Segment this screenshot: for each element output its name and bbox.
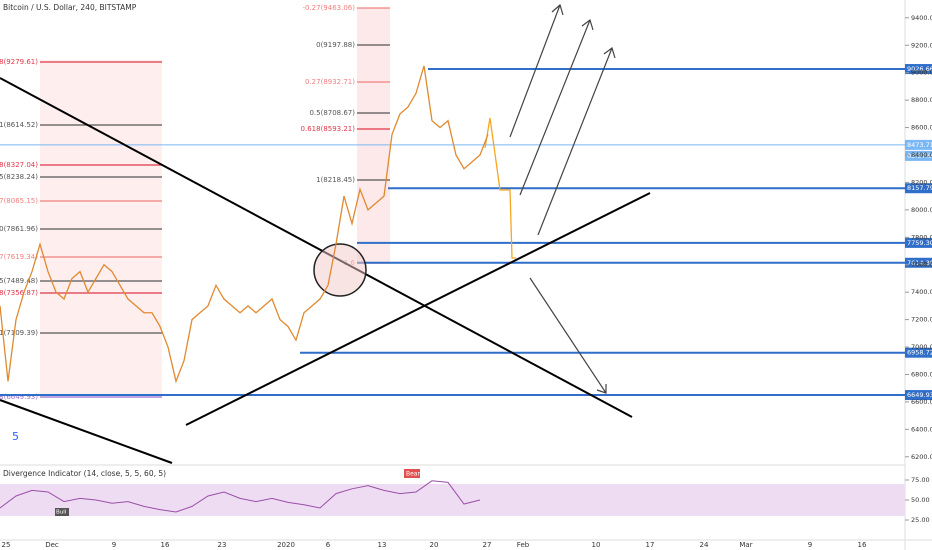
y-tick-label: 7600.00	[911, 261, 932, 269]
x-tick-label: 16	[161, 541, 170, 549]
x-tick-label: 6	[326, 541, 331, 549]
indicator-tick-label: 25.00	[911, 516, 930, 524]
y-tick-label: 8200.00	[911, 178, 932, 186]
arrow	[529, 277, 607, 394]
level-tag	[905, 139, 932, 150]
indicator-group: 75.00 50.00 25.00	[0, 476, 930, 524]
fib-label: 1(7109.39)	[0, 329, 38, 337]
y-tick-label: 9200.00	[911, 41, 932, 49]
fib-group: -1.618(9279.61) -1(8614.52) -0.618(8327.04…	[0, 4, 390, 401]
level-tag	[905, 64, 932, 75]
arrow	[537, 47, 616, 236]
bear-tag	[404, 469, 420, 478]
fib-label: 1.618(6649.93)	[0, 393, 38, 401]
y-tick-label: 7000.00	[911, 343, 932, 351]
x-tick-label: 13	[378, 541, 387, 549]
x-tick-label: 9	[808, 541, 812, 549]
x-tick-label: 9	[112, 541, 116, 549]
y-tick-label: 6200.00	[911, 453, 932, 461]
x-tick-label: Feb	[517, 541, 530, 549]
level-label: 6958.72	[907, 349, 932, 357]
level-label: 8157.79	[907, 184, 932, 192]
projection-path	[484, 117, 516, 259]
y-tick-label: 9400.00	[911, 14, 932, 22]
indicator-line	[0, 480, 481, 513]
bear-label: Bear	[406, 471, 420, 478]
x-tick-label: Mar	[739, 541, 752, 549]
y-tick-label: 8600.00	[911, 124, 932, 132]
indicator-title: Divergence Indicator (14, close, 5, 5, 6…	[3, 469, 166, 478]
highlight-circle	[313, 243, 367, 297]
level-tag	[905, 347, 932, 358]
fib-zone	[357, 8, 390, 264]
x-tick-label: Dec	[45, 541, 59, 549]
y-tick-label: 7800.00	[911, 233, 932, 241]
fib-label: 0.618(8593.21)	[301, 125, 356, 133]
wave-label: 5	[12, 430, 19, 443]
level-label: 9026.66	[907, 65, 932, 73]
fib-label: 0.27(8932.71)	[305, 78, 355, 86]
level-tag	[905, 257, 932, 268]
fib-zone	[40, 60, 162, 396]
level-tag	[905, 390, 932, 401]
bull-label: Bull	[56, 510, 67, 516]
price-group	[0, 65, 489, 384]
indicator-tick-label: 75.00	[911, 476, 930, 484]
x-tick-label: 25	[2, 541, 11, 549]
bull-tag	[55, 508, 69, 516]
level-label: 7759.30	[907, 239, 932, 247]
x-tick-label: 10	[592, 541, 601, 549]
x-tick-label: 24	[700, 541, 709, 549]
arrow	[509, 3, 564, 138]
trend-line	[0, 77, 633, 418]
y-tick-label: 8000.00	[911, 206, 932, 214]
y-tick-label: 6600.00	[911, 398, 932, 406]
fib-label: 0.5(7489.48)	[0, 277, 38, 285]
indicator-tick-label: 50.00	[911, 496, 930, 504]
y-tick-label: 8800.00	[911, 96, 932, 104]
chart-title: Bitcoin / U.S. Dollar, 240, BITSTAMP	[3, 3, 137, 12]
fib-label: 0.5(8708.67)	[309, 109, 355, 117]
fib-label: -1.618(9279.61)	[0, 58, 38, 66]
fib-label: -0.618(8327.04)	[0, 161, 38, 169]
fib-label: -0.37(8065.15)	[0, 197, 38, 205]
price-line	[0, 65, 489, 384]
y-tick-label: 6400.00	[911, 425, 932, 433]
level-tag	[905, 237, 932, 248]
level-label: 7614.36	[907, 259, 932, 267]
y-tick-label: 6800.00	[911, 370, 932, 378]
level-label: 8473.71	[907, 141, 932, 149]
x-tick-label: 2020	[277, 541, 295, 549]
countdown: 02:57:05	[907, 152, 932, 160]
x-tick-label: 20	[430, 541, 439, 549]
x-tick-label: 16	[858, 541, 867, 549]
trend-line	[0, 399, 173, 464]
fib-label: 0(9197.88)	[316, 41, 355, 49]
trend-line	[185, 192, 651, 426]
arrows	[509, 3, 616, 394]
fib-label: 0(7861.96)	[0, 225, 38, 233]
x-tick-label: 23	[218, 541, 227, 549]
level-group: 9026.66 8473.71 02:57:05 8157.79 7759.30 7614…	[0, 64, 932, 401]
fib-label: 0.618(7356.87)	[0, 289, 38, 297]
fib-label: -0.27(9463.06)	[302, 4, 355, 12]
x-tick-label: 17	[646, 541, 655, 549]
indicator-band	[0, 484, 905, 516]
y-tick-label: 8400.00	[911, 151, 932, 159]
y-tick-label: 9000.00	[911, 69, 932, 77]
arrow	[519, 19, 594, 196]
y-tick-label: 7400.00	[911, 288, 932, 296]
level-tag	[905, 183, 932, 194]
fib-label: -1(8614.52)	[0, 121, 38, 129]
countdown-tag	[905, 150, 932, 161]
y-tick-label: 7200.00	[911, 316, 932, 324]
fib-label: -0.5(8238.24)	[0, 173, 38, 181]
fib-label: 0.27(7619.34)	[0, 253, 38, 261]
drawings	[0, 77, 651, 464]
level-label: 6649.93	[907, 391, 932, 399]
fib-label: 1(8218.45)	[316, 176, 355, 184]
x-tick-label: 27	[483, 541, 492, 549]
